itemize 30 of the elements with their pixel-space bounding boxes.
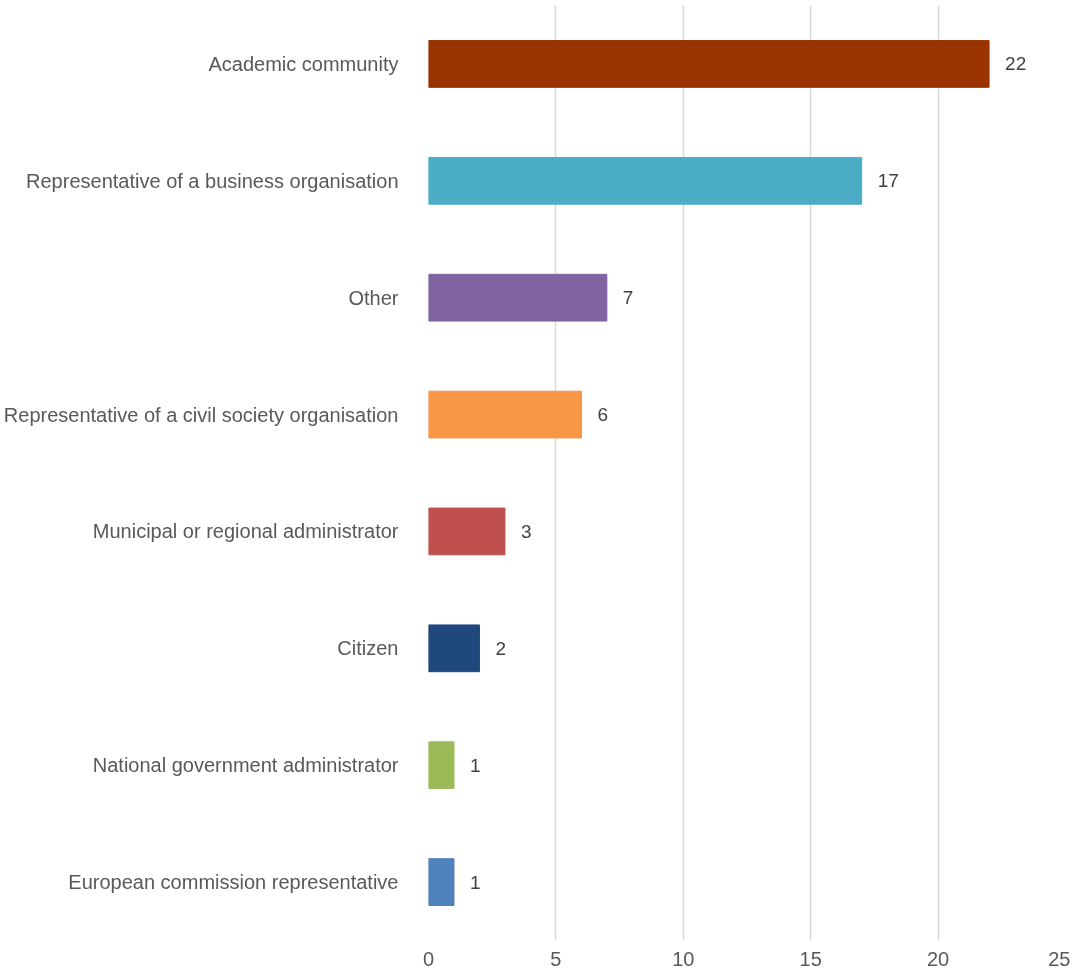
data-label: 6 — [597, 404, 608, 426]
bar — [428, 741, 455, 790]
data-label: 7 — [622, 287, 634, 309]
bar — [428, 390, 582, 439]
y-tick-label: Academic community — [208, 52, 399, 75]
y-tick-label: Representative of a business organisation — [26, 169, 399, 192]
data-label: 1 — [469, 754, 481, 776]
y-tick-label: National government administrator — [92, 754, 399, 777]
y-tick-label: Other — [348, 286, 399, 309]
y-tick-label: Representative of a civil society organisation — [3, 403, 399, 426]
x-tick-label: 15 — [799, 947, 822, 970]
y-tick-label: Municipal or regional administrator — [92, 520, 399, 543]
x-tick-label: 25 — [1048, 947, 1071, 970]
data-label: 2 — [495, 637, 507, 659]
x-tick-label: 10 — [672, 947, 695, 970]
bar — [428, 858, 455, 906]
data-label: 17 — [877, 170, 899, 192]
y-tick-label: European commission representative — [68, 871, 399, 894]
x-tick-label: 5 — [550, 947, 562, 970]
data-label: 3 — [520, 520, 532, 542]
y-tick-label: Citizen — [337, 637, 399, 660]
bar — [428, 624, 480, 673]
data-label: 22 — [1005, 53, 1027, 75]
bar — [428, 156, 863, 205]
x-tick-label: 20 — [926, 947, 950, 970]
x-tick-label: 0 — [422, 947, 435, 970]
bar — [428, 507, 506, 556]
data-label: 1 — [469, 871, 481, 893]
bar — [428, 273, 608, 322]
bar — [428, 40, 990, 88]
